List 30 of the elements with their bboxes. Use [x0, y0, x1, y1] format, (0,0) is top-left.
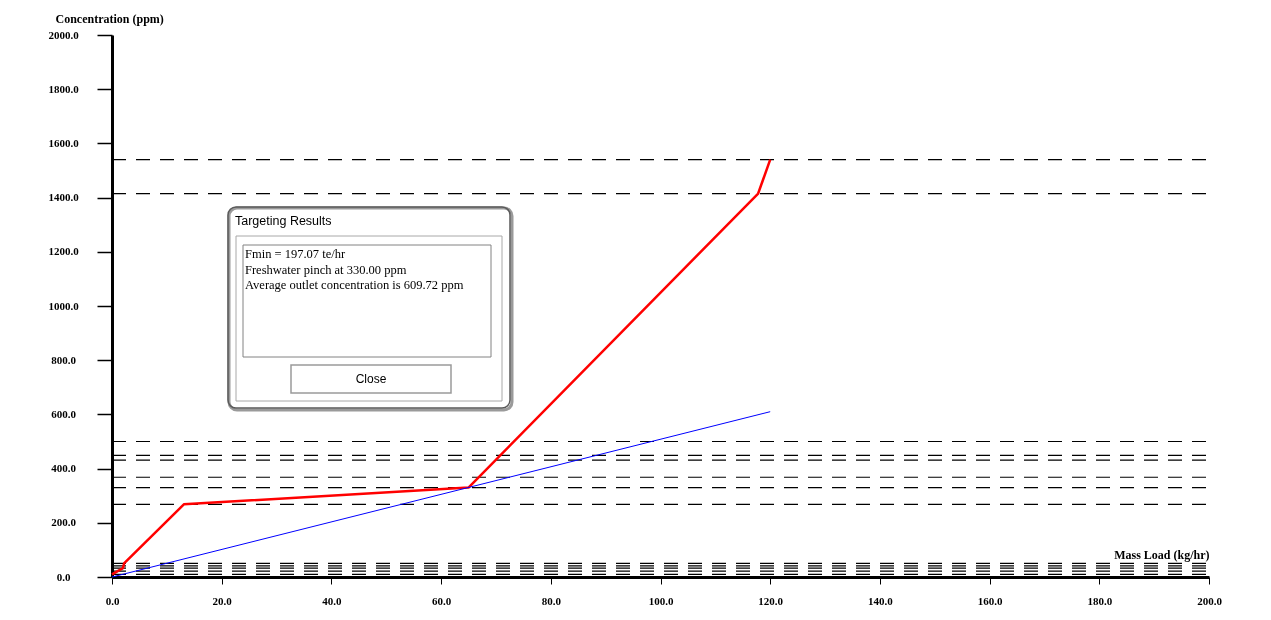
annotation: Targeting Results — [235, 214, 332, 228]
y-tick-label: 1200.0 — [48, 245, 80, 258]
annotation: Fmin = 197.07 te/hr — [245, 247, 346, 261]
annotation: Freshwater pinch at 330.00 ppm — [245, 262, 407, 277]
x-tick-label: 120.0 — [758, 594, 784, 607]
y-tick-label: 600.0 — [51, 407, 77, 420]
x-tick-label: 100.0 — [648, 594, 674, 607]
x-tick-label: 20.0 — [212, 594, 233, 607]
line-series — [110, 158, 772, 576]
y-axis-title: Concentration (ppm) — [55, 11, 164, 26]
x-tick-label: 0.0 — [105, 594, 120, 607]
x-tick-label: 180.0 — [1087, 594, 1113, 607]
y-tick-label: 1600.0 — [48, 136, 80, 149]
annotation: Average outlet concentration is 609.72 ppm — [245, 278, 464, 292]
y-tick-label: 1400.0 — [48, 191, 80, 204]
x-tick-label: 160.0 — [977, 594, 1003, 607]
y-tick-label: 1000.0 — [48, 299, 80, 312]
annotation: Close — [355, 372, 387, 386]
x-tick-label: 60.0 — [431, 594, 452, 607]
x-tick-label: 80.0 — [541, 594, 562, 607]
y-tick-label: 200.0 — [51, 516, 77, 529]
x-tick-label: 200.0 — [1197, 594, 1223, 607]
y-tick-label: 1800.0 — [48, 82, 80, 95]
x-tick-label: 140.0 — [868, 594, 894, 607]
y-tick-label: 400.0 — [51, 462, 77, 475]
y-tick-label: 0.0 — [56, 570, 71, 583]
y-tick-label: 800.0 — [51, 353, 77, 366]
y-tick-label: 2000.0 — [48, 28, 80, 41]
x-axis-title: Mass Load (kg/hr) — [1114, 547, 1210, 562]
x-tick-label: 40.0 — [322, 594, 343, 607]
